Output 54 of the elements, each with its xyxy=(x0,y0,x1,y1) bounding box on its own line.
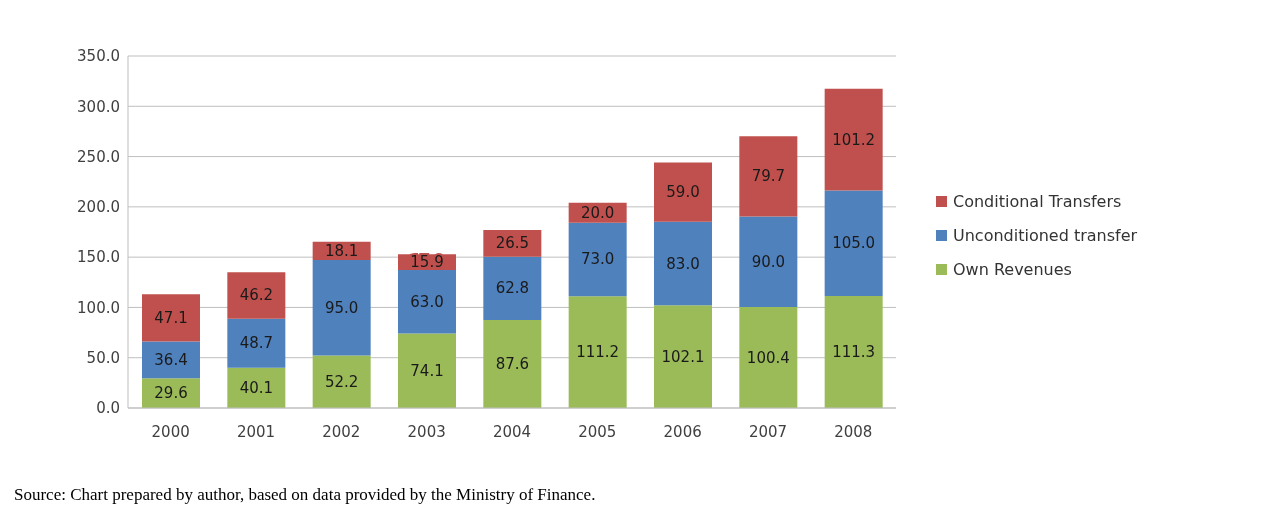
data-label: 48.7 xyxy=(239,334,274,353)
data-label: 102.1 xyxy=(661,347,705,366)
legend-label: Unconditioned transfer xyxy=(953,224,1138,247)
data-label: 100.4 xyxy=(746,348,790,367)
x-tick-label: 2008 xyxy=(834,422,873,441)
bar xyxy=(824,296,883,408)
source-note: Source: Chart prepared by author, based on data provided by the Ministry of Finance. xyxy=(14,485,597,505)
y-tick-label: 350.0 xyxy=(77,47,120,66)
data-label: 59.0 xyxy=(666,183,700,202)
data-label: 101.2 xyxy=(832,130,876,149)
data-label: 18.1 xyxy=(324,241,359,260)
x-tick-label: 2006 xyxy=(663,422,702,441)
y-tick-label: 150.0 xyxy=(77,248,120,267)
x-tick-label: 2007 xyxy=(748,422,788,441)
data-label: 111.3 xyxy=(832,343,876,362)
data-label: 40.1 xyxy=(239,378,274,397)
y-tick-label: 0.0 xyxy=(96,399,120,418)
data-label: 26.5 xyxy=(495,234,530,253)
data-label: 95.0 xyxy=(324,298,359,317)
data-label: 52.2 xyxy=(324,372,359,391)
data-label: 62.8 xyxy=(495,279,530,298)
data-label: 74.1 xyxy=(410,361,444,380)
data-label: 36.4 xyxy=(154,350,188,369)
data-label: 87.6 xyxy=(495,354,530,373)
x-tick-label: 2000 xyxy=(151,422,190,441)
data-label: 105.0 xyxy=(832,234,876,253)
bar xyxy=(739,216,798,308)
bar xyxy=(824,190,883,297)
data-label: 73.0 xyxy=(580,250,615,269)
y-tick-label: 250.0 xyxy=(77,147,120,166)
y-tick-label: 300.0 xyxy=(77,97,120,116)
data-label: 83.0 xyxy=(666,254,700,273)
x-tick-label: 2004 xyxy=(492,422,532,441)
bar xyxy=(568,296,627,408)
data-label: 63.0 xyxy=(410,292,444,311)
legend-label: Own Revenues xyxy=(953,258,1072,281)
data-label: 47.1 xyxy=(154,308,188,327)
x-tick-label: 2002 xyxy=(322,422,361,441)
data-label: 20.0 xyxy=(580,203,615,222)
data-label: 46.2 xyxy=(239,286,274,305)
x-tick-label: 2001 xyxy=(236,422,276,441)
bar xyxy=(312,259,371,356)
data-label: 15.9 xyxy=(410,253,444,272)
y-tick-label: 50.0 xyxy=(86,349,120,368)
legend-label: Conditional Transfers xyxy=(953,190,1122,213)
data-label: 79.7 xyxy=(751,167,786,186)
x-tick-label: 2005 xyxy=(578,422,617,441)
data-label: 90.0 xyxy=(751,252,786,271)
data-label: 111.2 xyxy=(576,343,620,362)
bar xyxy=(739,136,798,217)
x-tick-label: 2003 xyxy=(407,422,446,441)
y-tick-label: 100.0 xyxy=(77,298,120,317)
data-label: 29.6 xyxy=(154,384,188,403)
y-tick-label: 200.0 xyxy=(77,198,120,217)
